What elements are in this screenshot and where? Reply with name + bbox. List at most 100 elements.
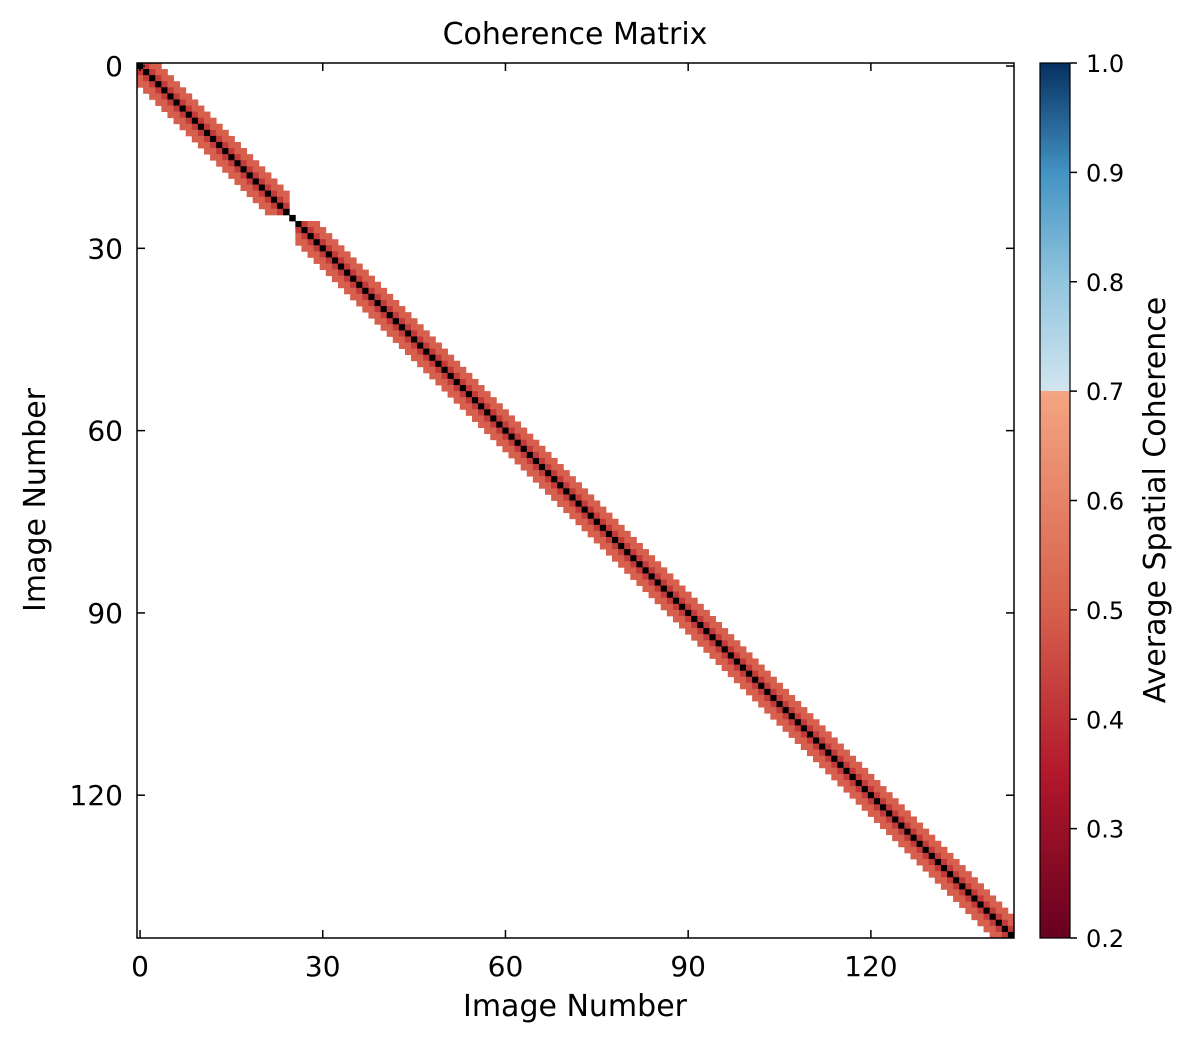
band-cell (569, 488, 576, 495)
band-cell (344, 251, 351, 258)
band-cell (301, 239, 308, 246)
band-cell (727, 658, 735, 665)
band-cell (715, 652, 723, 659)
band-cell (782, 719, 790, 726)
band-cell (222, 160, 229, 167)
band-cell (283, 190, 290, 198)
band-cell (137, 69, 144, 76)
band-cell (1007, 913, 1015, 921)
band-cell (246, 166, 254, 173)
band-cell (471, 409, 479, 416)
band-cell (813, 743, 820, 751)
band-cell (666, 573, 674, 580)
diagonal-cell (179, 105, 187, 113)
band-cell (624, 543, 631, 550)
band-cell (965, 877, 972, 884)
band-cell (593, 512, 601, 520)
band-cell (490, 421, 497, 428)
band-cell (167, 81, 174, 88)
band-cell (630, 561, 637, 568)
band-cell (520, 433, 528, 441)
band-cell (752, 658, 759, 665)
diagonal-cell (800, 725, 808, 732)
band-cell (490, 397, 497, 404)
diagonal-cell (636, 561, 643, 568)
diagonal-cell (855, 780, 863, 787)
band-cell (837, 743, 844, 751)
band-cell (800, 719, 808, 726)
diagonal-cell (325, 251, 333, 258)
band-cell (581, 494, 589, 501)
band-cell (453, 391, 461, 398)
band-cell (575, 488, 582, 495)
band-cell (155, 75, 162, 82)
colorbar-tick-label: 0.6 (1086, 488, 1124, 516)
band-cell (672, 603, 680, 611)
band-cell (934, 865, 942, 872)
diagonal-cell (715, 640, 723, 647)
band-cell (167, 111, 174, 119)
band-cell (654, 591, 662, 599)
band-cell (746, 664, 753, 672)
band-cell (398, 336, 406, 343)
band-cell (520, 464, 528, 471)
band-cell (642, 561, 649, 568)
band-cell (356, 263, 363, 270)
band-cell (447, 366, 455, 374)
band-cell (331, 275, 339, 283)
band-cell (575, 506, 582, 514)
band-cell (819, 755, 826, 763)
band-cell (721, 664, 729, 672)
y-axis-label: Image Number (18, 387, 53, 612)
band-cell (161, 99, 168, 106)
band-cell (191, 111, 199, 119)
band-cell (143, 87, 150, 94)
band-cell (605, 536, 613, 544)
band-cell (825, 761, 832, 769)
diagonal-cell (581, 506, 589, 514)
band-cell (234, 178, 241, 185)
diagonal-cell (873, 798, 881, 805)
diagonal-cell (788, 713, 796, 720)
band-cell (599, 506, 607, 514)
band-cell (672, 591, 680, 599)
band-cell (739, 652, 747, 659)
x-tick-label: 120 (844, 950, 897, 983)
band-cell (447, 385, 455, 392)
band-cell (654, 561, 662, 568)
band-cell (508, 421, 515, 428)
band-cell (733, 646, 741, 653)
band-cell (593, 530, 601, 538)
band-cell (624, 555, 631, 562)
diagonal-cell (423, 348, 430, 356)
band-cell (258, 172, 266, 179)
band-cell (764, 676, 771, 684)
band-cell (392, 336, 400, 343)
band-cell (959, 877, 966, 884)
band-cell (545, 476, 552, 483)
band-cell (648, 561, 656, 568)
band-cell (423, 360, 430, 368)
band-cell (258, 202, 266, 210)
band-cell (502, 439, 509, 447)
diagonal-cell (313, 239, 321, 246)
band-cell (423, 354, 430, 362)
band-cell (825, 755, 832, 763)
band-cell (307, 251, 315, 258)
band-cell (873, 792, 881, 799)
band-cell (679, 597, 686, 605)
diagonal-cell (435, 360, 442, 368)
band-cell (216, 148, 223, 155)
colorbar-tick-label: 1.0 (1086, 50, 1124, 78)
band-cell (374, 312, 382, 319)
band-cell (697, 609, 704, 617)
band-cell (928, 859, 936, 866)
band-cell (977, 895, 984, 902)
band-cell (246, 160, 254, 167)
band-cell (344, 275, 351, 283)
band-cell (435, 366, 442, 374)
band-cell (904, 816, 911, 823)
band-cell (867, 786, 875, 793)
band-cell (447, 391, 455, 398)
band-cell (910, 816, 917, 823)
